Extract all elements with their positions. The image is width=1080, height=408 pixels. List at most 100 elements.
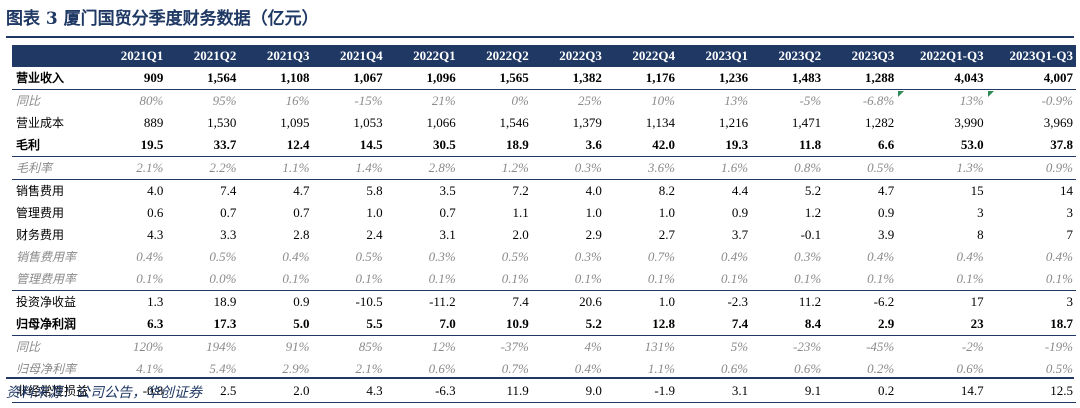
table-cell: 4.3 bbox=[312, 380, 386, 403]
table-cell: 2.8 bbox=[293, 227, 310, 242]
row-label: 非经常性损益 bbox=[12, 380, 94, 403]
header-cell: 2022Q1 bbox=[385, 45, 459, 67]
table-row: 归母净利润 6.3 17.3 5.0 5.5 7.0 10.9 5.2 12.8 7.4 8.4 2.… bbox=[12, 313, 1076, 336]
table-cell: 1,096 bbox=[385, 67, 459, 90]
header-cell: 2023Q1-Q3 bbox=[986, 45, 1076, 67]
table-cell: 0.4% bbox=[136, 249, 164, 264]
table-cell: 5.8 bbox=[366, 183, 383, 198]
header-cell: 2022Q2 bbox=[458, 45, 532, 67]
table-cell: 7.4 bbox=[677, 313, 752, 336]
table-cell: 18.9 bbox=[458, 134, 532, 157]
table-cell: 11.9 bbox=[458, 380, 532, 403]
table-cell: 12% bbox=[431, 339, 456, 354]
table-cell: 4.4 bbox=[731, 183, 749, 198]
figure-title: 图表 3 厦门国贸分季度财务数据（亿元） bbox=[6, 9, 319, 29]
table-cell: 4.0 bbox=[147, 183, 164, 198]
table-cell: 0.1% bbox=[677, 268, 752, 291]
table-cell: 1,564 bbox=[166, 67, 240, 90]
table-row: 财务费用 4.3 3.3 2.8 2.4 3.1 2.0 2.9 2.7 3.7 -0.1 3.9 8 7 bbox=[12, 224, 1076, 246]
table-cell: 1.3 bbox=[147, 294, 164, 309]
row-label: 营业收入 bbox=[12, 67, 94, 90]
row-label: 毛利 bbox=[12, 134, 94, 157]
header-cell: 2021Q2 bbox=[166, 45, 240, 67]
table-cell: 19.3 bbox=[677, 134, 752, 157]
table-cell: 0.5% bbox=[824, 156, 898, 180]
table-cell: 0.4% bbox=[956, 249, 984, 264]
table-cell: 1.2 bbox=[804, 205, 822, 220]
table-cell: 1.6% bbox=[677, 156, 752, 180]
row-label: 营业成本 bbox=[16, 116, 65, 130]
table-cell: -19% bbox=[1044, 339, 1073, 354]
row-label: 财务费用 bbox=[16, 228, 65, 242]
table-row: 管理费用 0.6 0.7 0.7 1.0 0.7 1.1 1.0 1.0 0.9 1.2 0.9 3 3 bbox=[12, 202, 1076, 224]
table-cell: 0.7 bbox=[293, 205, 310, 220]
row-label: 同比 bbox=[16, 340, 41, 354]
table-cell: 14.5 bbox=[312, 134, 386, 157]
table-cell: 0.4% bbox=[282, 249, 310, 264]
table-cell: -2% bbox=[961, 339, 984, 354]
table-cell: 3.6% bbox=[604, 156, 678, 180]
table-cell: 5.4% bbox=[209, 361, 237, 376]
table-cell: 0.6 bbox=[147, 205, 164, 220]
table-cell: 37.8 bbox=[986, 134, 1076, 157]
table-cell: -2.3 bbox=[727, 294, 749, 309]
table-cell: 0.7 bbox=[439, 205, 456, 220]
table-cell: -23% bbox=[792, 339, 822, 354]
header-cell: 2022Q3 bbox=[531, 45, 605, 67]
table-cell: 0.1% bbox=[385, 268, 459, 291]
table-cell: 8 bbox=[977, 227, 984, 242]
table-cell: 2.9% bbox=[282, 361, 310, 376]
row-label: 同比 bbox=[16, 94, 41, 108]
table-cell: 1,053 bbox=[353, 115, 383, 130]
table-cell: 7.0 bbox=[385, 313, 459, 336]
table-cell: 0.0% bbox=[166, 268, 240, 291]
table-cell: 3.9 bbox=[878, 227, 895, 242]
table-cell: 4.0 bbox=[585, 183, 602, 198]
table-cell: 0.1% bbox=[986, 268, 1076, 291]
table-cell: 3,990 bbox=[954, 115, 984, 130]
table-cell: 1,483 bbox=[751, 67, 825, 90]
table-cell: 1,067 bbox=[312, 67, 386, 90]
table-cell: 1,530 bbox=[207, 115, 237, 130]
table-cell: 85% bbox=[358, 339, 383, 354]
table-cell: 3.5 bbox=[439, 183, 456, 198]
table-cell: 0.4% bbox=[574, 361, 602, 376]
table-cell: 1.1 bbox=[512, 205, 529, 220]
table-cell: 4.1% bbox=[136, 361, 164, 376]
financial-table: 2021Q1 2021Q2 2021Q3 2021Q4 2022Q1 2022Q… bbox=[12, 45, 1076, 403]
table-cell: 1.1% bbox=[239, 156, 313, 180]
header-row: 2021Q1 2021Q2 2021Q3 2021Q4 2022Q1 2022Q… bbox=[12, 45, 1076, 67]
table-cell: 0.8% bbox=[751, 156, 825, 180]
header-cell: 2023Q2 bbox=[751, 45, 825, 67]
table-cell: 11.8 bbox=[751, 134, 825, 157]
table-cell: 1,216 bbox=[718, 115, 749, 130]
table-row: 毛利 19.5 33.7 12.4 14.5 30.5 18.9 3.6 42.0 19.3 11.… bbox=[12, 134, 1076, 157]
table-cell: 7 bbox=[1066, 227, 1074, 242]
table-cell: 0.3% bbox=[574, 249, 602, 264]
table-cell: 95% bbox=[212, 93, 237, 108]
table-cell: 0.3% bbox=[531, 156, 605, 180]
table-cell: 0.9 bbox=[878, 205, 895, 220]
table-cell: 4.7 bbox=[878, 183, 895, 198]
table-cell: 0.6% bbox=[794, 361, 822, 376]
table-cell: 12.8 bbox=[604, 313, 678, 336]
table-cell: 1,176 bbox=[604, 67, 678, 90]
table-cell: 0.5% bbox=[1045, 361, 1073, 376]
table-row: 同比 80% 95% 16% -15% 21% 0% 25% 10% 13% -5% -6.8% 13%… bbox=[12, 90, 1076, 113]
table-cell: -10.5 bbox=[355, 294, 383, 309]
table-cell: -5% bbox=[799, 93, 822, 108]
table-cell: 3 bbox=[1066, 205, 1074, 220]
table-cell: 1,066 bbox=[426, 115, 456, 130]
table-row: 归母净利率 4.1% 5.4% 2.9% 2.1% 0.6% 0.7% 0.4% 1.1% 0.6… bbox=[12, 358, 1076, 380]
table-cell: 3.6 bbox=[531, 134, 605, 157]
table-cell: 909 bbox=[93, 67, 167, 90]
table-cell: 4.3 bbox=[147, 227, 164, 242]
table-cell: 19.5 bbox=[93, 134, 167, 157]
table-cell: 1.0 bbox=[658, 294, 675, 309]
table-cell: 7.4 bbox=[512, 294, 529, 309]
table-cell: -11.2 bbox=[429, 294, 456, 309]
table-cell: 0.1% bbox=[531, 268, 605, 291]
table-cell: 1,108 bbox=[239, 67, 313, 90]
row-label: 投资净收益 bbox=[16, 295, 77, 309]
table-cell: 0.1% bbox=[312, 268, 386, 291]
